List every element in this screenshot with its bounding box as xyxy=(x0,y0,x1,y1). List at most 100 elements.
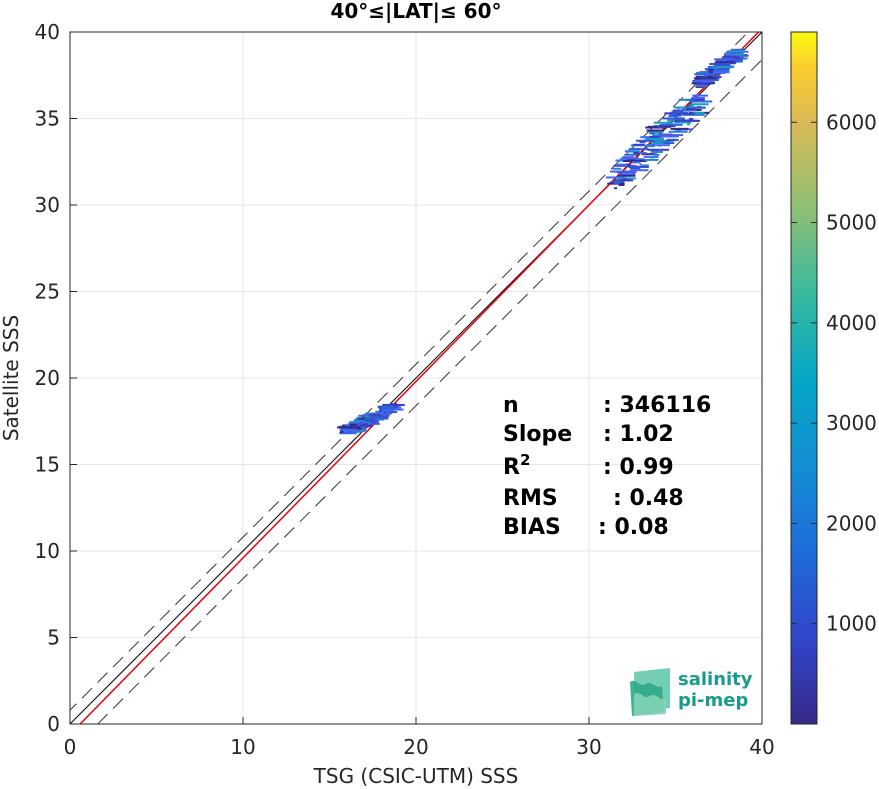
density-cell xyxy=(622,177,628,180)
density-cell xyxy=(693,77,717,80)
colorbar-tick-label: 6000 xyxy=(826,110,877,134)
density-cell xyxy=(669,114,682,117)
density-cell xyxy=(650,156,655,159)
density-cell xyxy=(692,96,705,99)
density-cell xyxy=(728,50,744,53)
chart-title: 40°≤|LAT|≤ 60° xyxy=(330,0,501,23)
density-cell xyxy=(698,78,719,81)
density-cell xyxy=(390,403,398,406)
density-cell xyxy=(628,165,649,168)
density-cell xyxy=(366,417,389,420)
logo-line-2: pi-mep xyxy=(678,690,748,711)
density-cell xyxy=(631,161,641,164)
y-axis-label: Satellite SSS xyxy=(0,315,23,441)
density-cell xyxy=(650,150,663,153)
density-cell xyxy=(627,159,636,162)
stat-value: : 0.08 xyxy=(598,515,669,540)
y-tick-label: 15 xyxy=(35,453,60,477)
density-cell xyxy=(636,139,655,142)
density-cell xyxy=(382,405,393,408)
density-cell xyxy=(723,57,735,60)
density-cell xyxy=(356,419,371,422)
density-cell xyxy=(720,59,726,62)
density-cell xyxy=(348,431,353,434)
density-cell xyxy=(660,123,683,126)
density-cell xyxy=(630,167,641,170)
density-cell xyxy=(378,412,386,415)
stat-name: RMS xyxy=(503,486,558,511)
density-cell xyxy=(618,174,636,177)
density-cell xyxy=(388,411,398,414)
density-cell xyxy=(357,423,362,426)
density-cell xyxy=(696,108,702,111)
density-cell xyxy=(618,183,625,186)
x-tick-label: 40 xyxy=(749,735,774,759)
density-cell xyxy=(370,413,375,416)
y-tick-label: 25 xyxy=(35,280,60,304)
density-cell xyxy=(380,413,384,416)
density-cell xyxy=(704,76,722,79)
density-cell xyxy=(336,426,361,429)
density-cell xyxy=(344,430,363,433)
density-cell xyxy=(688,104,694,107)
density-cell xyxy=(687,123,690,126)
density-cell xyxy=(679,109,699,112)
density-cell xyxy=(612,167,622,170)
density-cell xyxy=(659,135,679,138)
density-cell xyxy=(624,150,640,153)
density-cell xyxy=(653,121,672,124)
density-cell xyxy=(688,117,694,120)
density-cell xyxy=(649,135,663,138)
dashed-bound-line xyxy=(96,58,762,724)
dashed-bound-line xyxy=(70,32,749,711)
stat-name: BIAS xyxy=(503,515,561,540)
density-cell xyxy=(634,151,639,154)
density-cell xyxy=(696,84,708,87)
colorbar-tick-label: 1000 xyxy=(826,612,877,636)
density-cell xyxy=(629,169,649,172)
density-cell xyxy=(709,63,731,66)
stats-box: n: 346116 Slope: 1.02 R2: 0.99 RMS: 0.48 BIA… xyxy=(503,393,711,540)
stat-value: : 0.99 xyxy=(603,455,674,480)
density-cell xyxy=(694,98,705,101)
y-tick-label: 5 xyxy=(47,626,60,650)
x-tick-label: 0 xyxy=(64,735,77,759)
density-cell xyxy=(619,173,636,176)
colorbar-ticks: 1000 2000 3000 4000 5000 6000 xyxy=(791,110,877,636)
density-cell xyxy=(354,425,372,428)
density-cell xyxy=(622,156,634,159)
x-tick-label: 20 xyxy=(403,735,428,759)
density-cell xyxy=(641,164,649,167)
density-cell xyxy=(682,107,686,110)
density-cell xyxy=(674,119,698,122)
density-cell xyxy=(617,163,628,166)
density-cell xyxy=(717,66,735,69)
density-cell xyxy=(648,144,670,147)
density-cell xyxy=(678,98,699,101)
y-tick-label: 30 xyxy=(35,193,60,217)
y-axis: 0 5 10 15 20 25 30 35 40 xyxy=(35,20,77,736)
density-cell xyxy=(682,113,705,116)
density-cell xyxy=(360,421,365,424)
density-cell xyxy=(662,141,671,144)
density-cell xyxy=(383,409,395,412)
density-cell xyxy=(382,412,392,415)
density-cell xyxy=(727,57,748,60)
density-cell xyxy=(369,415,390,418)
density-cell xyxy=(644,145,655,148)
colorbar-tick-label: 4000 xyxy=(826,311,877,335)
density-cell xyxy=(695,82,709,85)
x-tick-label: 30 xyxy=(576,735,601,759)
stat-value: : 1.02 xyxy=(603,422,674,447)
density-cell xyxy=(649,132,655,135)
density-cell xyxy=(614,182,620,185)
density-cell xyxy=(662,117,685,120)
colorbar: 1000 2000 3000 4000 5000 6000 xyxy=(790,31,877,725)
density-cell xyxy=(673,120,678,123)
density-cell xyxy=(714,58,735,61)
density-cell xyxy=(610,170,632,173)
density-cell xyxy=(618,181,624,184)
density-cell xyxy=(614,187,617,190)
density-cell xyxy=(714,61,736,64)
